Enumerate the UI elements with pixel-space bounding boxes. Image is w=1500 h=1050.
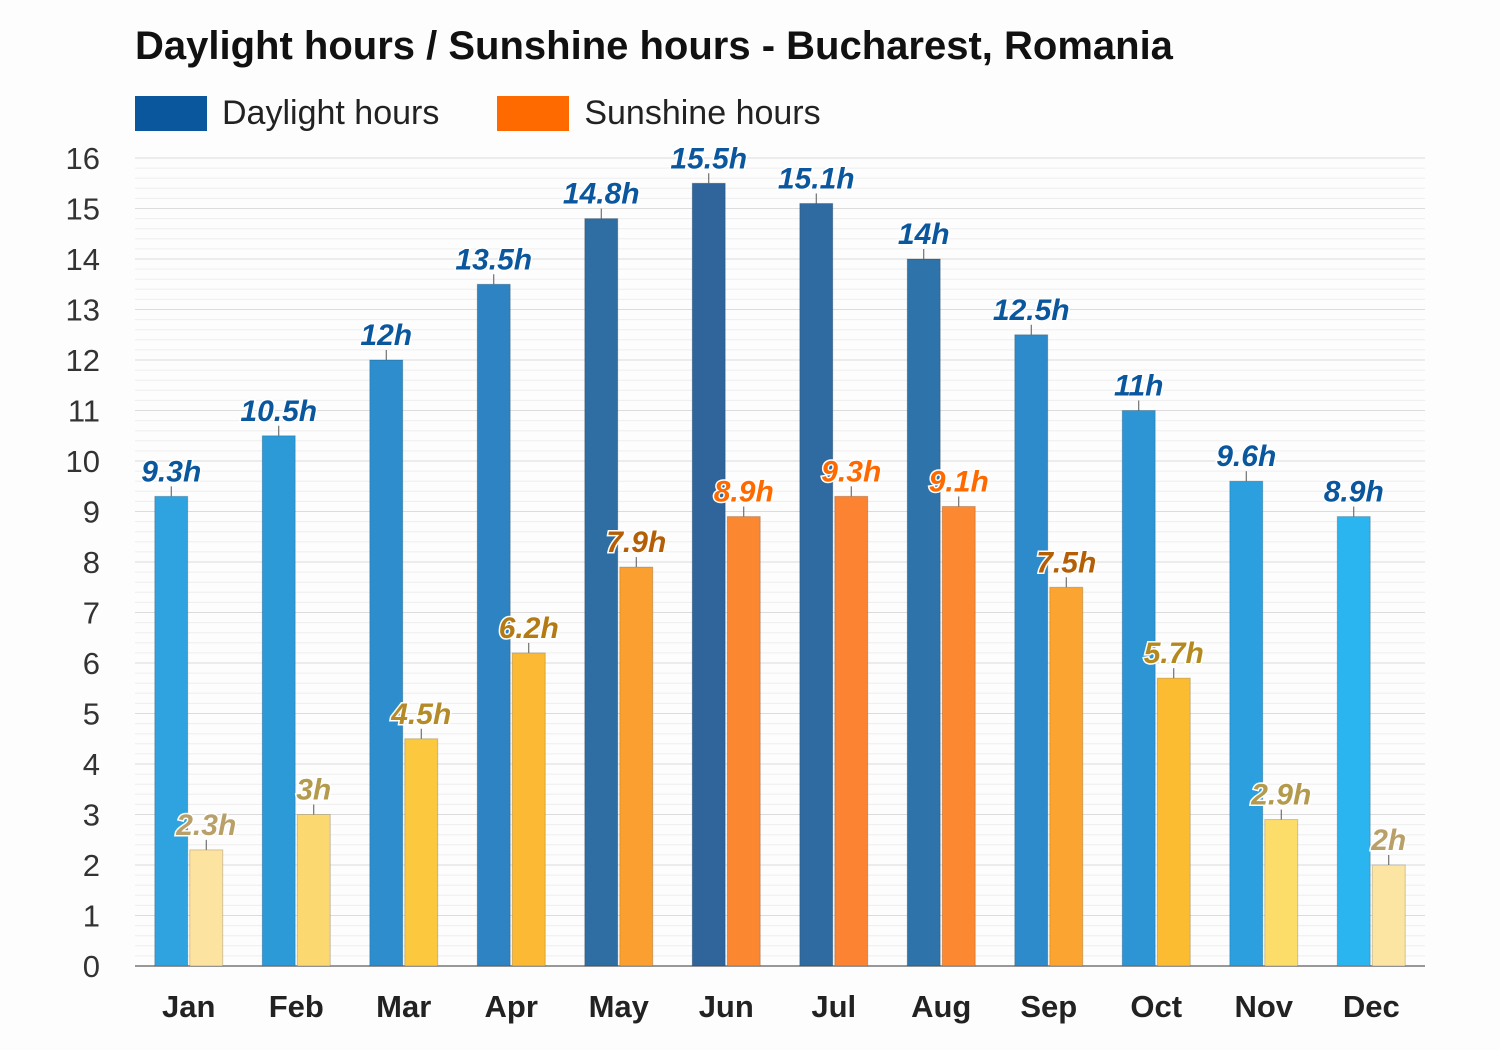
sunshine-bar xyxy=(189,849,224,967)
sunshine-data-label: 9.3h xyxy=(821,455,881,488)
y-tick-label: 8 xyxy=(83,545,100,580)
sunshine-bar xyxy=(619,566,654,967)
daylight-bar xyxy=(261,435,296,967)
daylight-data-label: 10.5h xyxy=(240,395,317,428)
x-tick-label: Sep xyxy=(1020,989,1077,1024)
sunshine-bar xyxy=(1049,586,1084,967)
y-tick-label: 12 xyxy=(66,343,100,378)
sunshine-bar xyxy=(941,505,976,967)
daylight-bar xyxy=(154,495,189,967)
sunshine-data-label: 9.1h xyxy=(929,465,989,498)
daylight-bar xyxy=(369,359,404,967)
x-tick-label: Aug xyxy=(911,989,971,1024)
daylight-data-label: 12h xyxy=(360,319,412,352)
legend-label-sunshine: Sunshine hours xyxy=(584,94,821,132)
x-tick-label: Jan xyxy=(162,989,215,1024)
daylight-bar xyxy=(906,258,941,967)
sunshine-bar xyxy=(511,652,546,967)
y-tick-label: 13 xyxy=(66,293,100,328)
daylight-data-label: 8.9h xyxy=(1324,476,1384,509)
x-tick-label: Dec xyxy=(1343,989,1400,1024)
sunshine-bar xyxy=(726,516,761,967)
y-tick-label: 0 xyxy=(83,949,100,984)
x-tick-label: Feb xyxy=(269,989,324,1024)
daylight-data-label: 15.5h xyxy=(670,142,747,175)
legend-swatch-sunshine xyxy=(497,96,570,131)
y-tick-label: 4 xyxy=(83,747,100,782)
x-tick-label: Jul xyxy=(811,989,856,1024)
daylight-bar xyxy=(1229,480,1264,967)
x-tick-label: Jun xyxy=(699,989,754,1024)
daylight-bar xyxy=(1014,334,1049,967)
y-tick-label: 7 xyxy=(83,596,100,631)
daylight-data-label: 13.5h xyxy=(455,243,532,276)
y-tick-label: 10 xyxy=(66,444,100,479)
sunshine-bar xyxy=(296,814,331,967)
y-tick-label: 16 xyxy=(66,141,100,176)
legend: Daylight hours Sunshine hours xyxy=(135,94,879,133)
sunshine-bar xyxy=(1371,864,1406,967)
sunshine-bar xyxy=(404,738,439,967)
y-tick-label: 9 xyxy=(83,495,100,530)
y-tick-label: 1 xyxy=(83,899,100,934)
x-tick-label: Mar xyxy=(376,989,431,1024)
daylight-data-label: 12.5h xyxy=(993,294,1070,327)
sunshine-bar xyxy=(1264,819,1299,967)
x-tick-label: May xyxy=(589,989,650,1024)
sunshine-data-label: 4.5h xyxy=(390,698,451,731)
chart-title: Daylight hours / Sunshine hours - Buchar… xyxy=(135,24,1173,68)
sunshine-data-label: 5.7h xyxy=(1144,637,1204,670)
daylight-data-label: 15.1h xyxy=(778,162,855,195)
y-tick-label: 3 xyxy=(83,798,100,833)
sunshine-data-label: 7.5h xyxy=(1036,546,1096,579)
daylight-bar xyxy=(1336,516,1371,967)
y-tick-label: 5 xyxy=(83,697,100,732)
daylight-bar xyxy=(691,182,726,967)
legend-swatch-daylight xyxy=(135,96,207,131)
y-tick-label: 15 xyxy=(66,192,100,227)
daylight-bar xyxy=(476,283,511,967)
sunshine-data-label: 2.3h xyxy=(175,809,236,842)
daylight-data-label: 9.6h xyxy=(1216,440,1276,473)
sunshine-bar xyxy=(834,495,869,967)
y-tick-label: 2 xyxy=(83,848,100,883)
daylight-data-label: 11h xyxy=(1114,370,1163,403)
sunshine-data-label: 8.9h xyxy=(714,476,774,509)
daylight-data-label: 14.8h xyxy=(563,178,640,211)
daylight-data-label: 9.3h xyxy=(141,455,201,488)
sunshine-data-label: 2.9h xyxy=(1250,779,1311,812)
legend-label-daylight: Daylight hours xyxy=(222,94,440,132)
sunshine-data-label: 6.2h xyxy=(499,612,559,645)
y-tick-label: 11 xyxy=(68,394,100,429)
sunshine-bar xyxy=(1156,677,1191,967)
legend-item-daylight[interactable]: Daylight hours xyxy=(135,94,439,133)
daylight-data-label: 14h xyxy=(898,218,950,251)
daylight-bar xyxy=(799,202,834,967)
sunshine-data-label: 3h xyxy=(296,774,331,807)
y-tick-label: 6 xyxy=(83,646,100,681)
sunshine-data-label: 2h xyxy=(1370,824,1406,857)
daylight-bar xyxy=(584,218,619,967)
daylight-bar xyxy=(1121,410,1156,967)
x-tick-label: Oct xyxy=(1130,989,1182,1024)
x-tick-label: Apr xyxy=(485,989,538,1024)
legend-item-sunshine[interactable]: Sunshine hours xyxy=(497,94,821,133)
x-tick-label: Nov xyxy=(1234,989,1293,1024)
y-tick-label: 14 xyxy=(66,242,100,277)
sunshine-data-label: 7.9h xyxy=(606,526,666,559)
